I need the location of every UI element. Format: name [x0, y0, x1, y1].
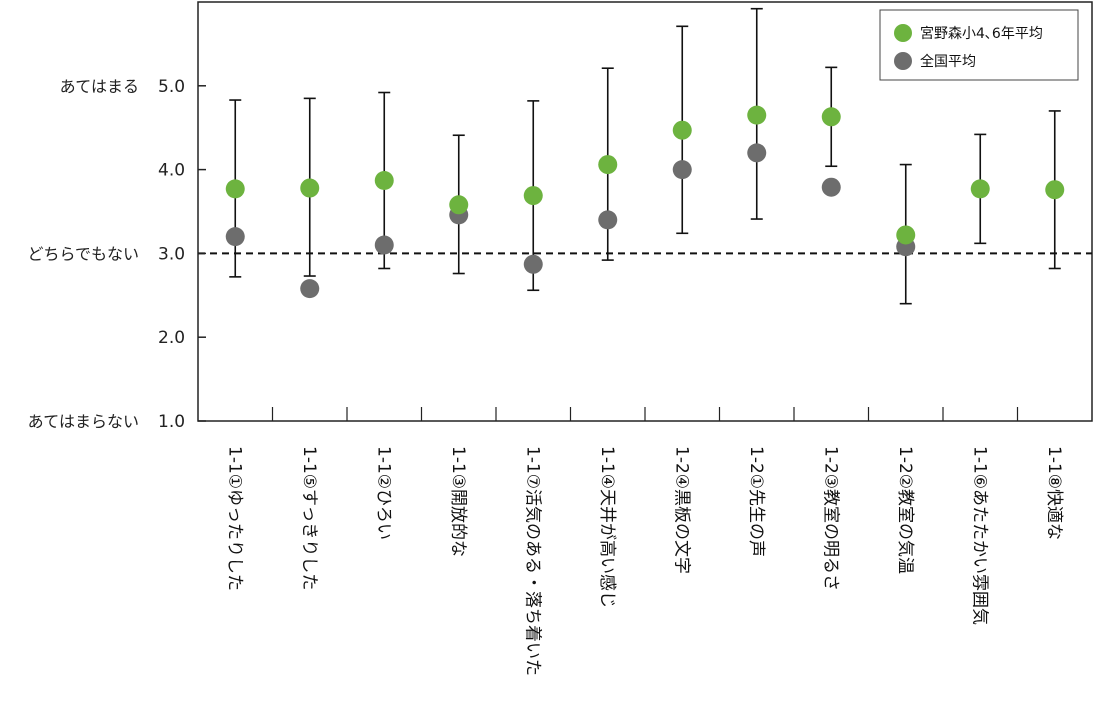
plot-area	[197, 1, 1093, 422]
data-point-series-1	[300, 178, 320, 198]
legend-marker-series-1	[894, 24, 912, 42]
y-tick-label: 5.0	[158, 77, 185, 97]
data-point-series-1	[449, 195, 469, 215]
data-point-series-2	[821, 177, 841, 197]
legend-marker-series-2	[894, 52, 912, 70]
data-point-series-2	[672, 160, 692, 180]
category-label: 1-1④天井が高い感じ	[597, 446, 617, 608]
y-tick-label: 1.0	[158, 412, 185, 432]
data-point-series-2	[598, 210, 618, 230]
scale-label: どちらでもない	[27, 244, 139, 263]
data-point-series-1	[821, 107, 841, 127]
scale-label: あてはまる	[60, 77, 139, 96]
y-tick-label: 4.0	[158, 161, 185, 181]
data-point-series-2	[523, 254, 543, 274]
category-label: 1-1①ゆったりした	[224, 446, 244, 591]
category-label: 1-1⑧快適な	[1044, 446, 1064, 540]
category-label: 1-1⑦活気のある・落ち着いた	[522, 446, 542, 676]
category-label: 1-1③開放的な	[448, 446, 468, 557]
legend: 宮野森小4､6年平均 全国平均	[879, 9, 1079, 81]
data-point-series-2	[300, 279, 320, 299]
data-point-series-2	[747, 143, 767, 163]
data-point-series-1	[747, 105, 767, 125]
data-point-series-1	[1045, 180, 1065, 200]
data-point-series-1	[598, 155, 618, 175]
category-label: 1-1⑤すっきりした	[299, 446, 319, 590]
data-point-series-1	[374, 170, 394, 190]
data-point-series-1	[970, 179, 990, 199]
data-point-series-1	[672, 120, 692, 140]
y-tick-label: 2.0	[158, 328, 185, 348]
legend-label-series-2: 全国平均	[920, 53, 976, 70]
category-label: 1-2④黒板の文字	[671, 446, 691, 574]
data-point-series-1	[523, 186, 543, 206]
x-axis: 1-1①ゆったりした 1-1⑤すっきりした 1-1②ひろい 1-1③開放的な 1-1⑦活…	[224, 446, 1064, 676]
legend-label-series-1: 宮野森小4､6年平均	[920, 26, 1043, 42]
category-label: 1-1⑥あたたかい雰囲気	[969, 446, 989, 625]
data-point-series-2	[225, 227, 245, 247]
category-label: 1-1②ひろい	[373, 446, 393, 540]
data-point-series-1	[896, 225, 916, 245]
category-label: 1-2①先生の声	[746, 446, 766, 557]
y-tick-label: 3.0	[158, 244, 185, 264]
category-label: 1-2③教室の明るさ	[820, 446, 840, 591]
scale-label: あてはまらない	[28, 412, 139, 431]
data-point-series-1	[225, 179, 245, 199]
legend-box	[879, 9, 1079, 81]
category-label: 1-2②教室の気温	[895, 446, 915, 574]
data-point-series-2	[374, 235, 394, 255]
